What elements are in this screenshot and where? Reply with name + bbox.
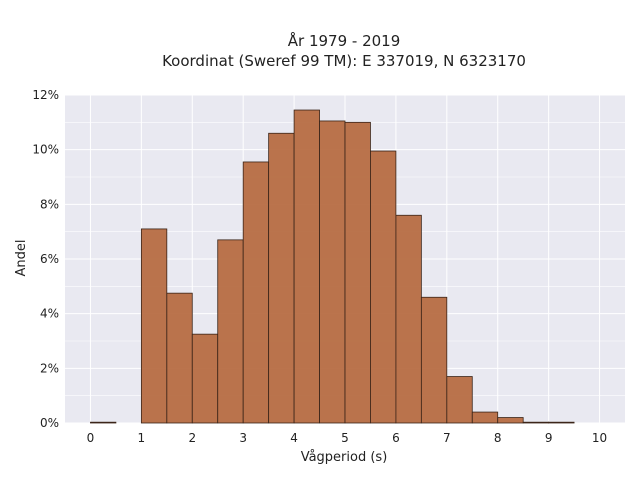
histogram-bar xyxy=(370,150,397,424)
histogram-bar xyxy=(217,239,244,424)
histogram-bar xyxy=(268,132,295,424)
y-tick-label: 6% xyxy=(40,252,59,266)
chart-title-line-1: År 1979 - 2019 xyxy=(288,31,401,50)
histogram-bar xyxy=(395,214,422,424)
y-tick-label: 2% xyxy=(40,361,59,375)
y-axis-label: Andel xyxy=(14,240,29,277)
y-tick-label: 4% xyxy=(40,307,59,321)
histogram-bar xyxy=(191,333,219,424)
histogram-bar xyxy=(140,228,168,424)
chart-title-line-2: Koordinat (Sweref 99 TM): E 337019, N 63… xyxy=(162,52,526,70)
x-axis-label: Vågperiod (s) xyxy=(301,450,388,465)
x-tick-label: 0 xyxy=(87,431,95,445)
x-tick-label: 4 xyxy=(290,431,298,445)
y-tick-label: 8% xyxy=(40,197,59,211)
x-axis-ticks: 0 1 2 3 4 5 6 7 8 9 10 xyxy=(87,431,608,445)
histogram-bar xyxy=(471,411,499,424)
histogram-bar xyxy=(548,421,575,424)
x-tick-label: 2 xyxy=(188,431,196,445)
histogram-bar xyxy=(420,296,448,424)
histogram-bar xyxy=(446,376,473,424)
y-tick-label: 10% xyxy=(32,143,59,157)
histogram-bar xyxy=(344,121,371,424)
x-tick-label: 7 xyxy=(443,431,451,445)
histogram-bar xyxy=(497,417,524,424)
x-tick-label: 5 xyxy=(341,431,349,445)
y-tick-label: 12% xyxy=(32,88,59,102)
histogram-bar xyxy=(166,292,193,424)
x-tick-label: 9 xyxy=(545,431,553,445)
x-tick-label: 8 xyxy=(494,431,502,445)
x-tick-label: 10 xyxy=(592,431,607,445)
histogram-bar xyxy=(293,109,320,424)
y-tick-label: 0% xyxy=(40,416,59,430)
histogram-bar xyxy=(90,421,117,424)
histogram-bar xyxy=(522,421,550,424)
bars xyxy=(90,109,575,424)
x-tick-label: 1 xyxy=(138,431,146,445)
x-tick-label: 6 xyxy=(392,431,400,445)
histogram-bar xyxy=(319,120,346,424)
histogram-bar xyxy=(242,161,270,424)
y-axis-ticks: 0% 2% 4% 6% 8% 10% 12% xyxy=(32,88,59,430)
x-tick-label: 3 xyxy=(239,431,247,445)
